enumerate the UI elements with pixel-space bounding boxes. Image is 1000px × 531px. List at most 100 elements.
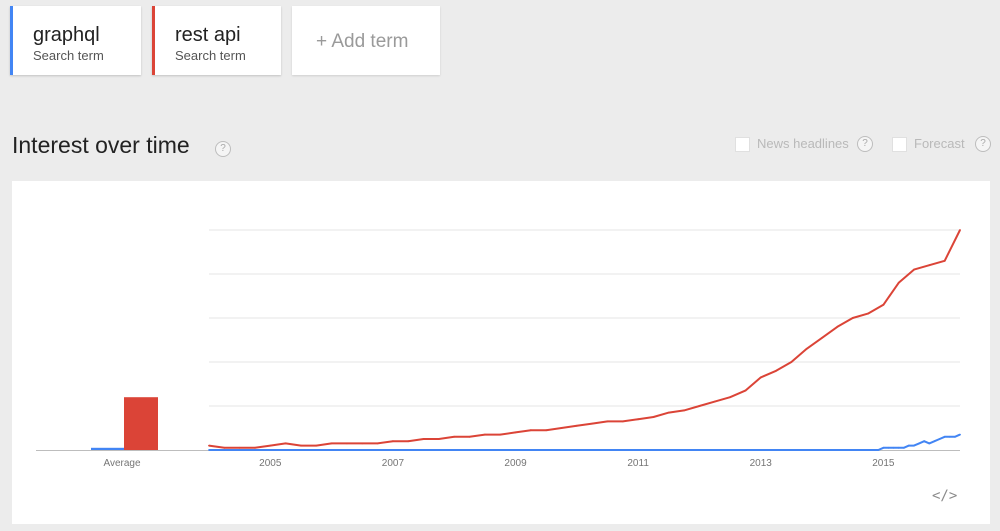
data-point-rest-api xyxy=(821,336,823,339)
x-tick-label: 2007 xyxy=(382,458,405,469)
data-point-rest-api xyxy=(805,347,808,350)
data-point-graphql xyxy=(877,449,880,451)
forecast-help-icon[interactable]: ? xyxy=(975,136,991,152)
data-point-rest-api xyxy=(422,438,425,440)
data-point-graphql xyxy=(892,446,895,449)
data-point-rest-api xyxy=(836,325,839,328)
x-tick-label: 2013 xyxy=(750,458,773,469)
data-point-rest-api xyxy=(376,442,379,445)
data-point-rest-api xyxy=(208,444,210,447)
term-color-bar xyxy=(10,6,13,75)
data-point-rest-api xyxy=(775,369,777,372)
data-point-rest-api xyxy=(928,264,931,267)
series-line-graphql xyxy=(209,433,961,451)
data-point-graphql xyxy=(933,440,936,443)
data-point-rest-api xyxy=(667,411,670,414)
data-point-graphql xyxy=(943,435,946,438)
data-point-rest-api xyxy=(529,429,532,432)
data-point-rest-api xyxy=(959,229,961,231)
data-point-rest-api xyxy=(254,446,256,449)
data-point-rest-api xyxy=(851,317,854,319)
data-point-rest-api xyxy=(621,420,624,423)
data-point-graphql xyxy=(208,449,210,451)
data-point-graphql xyxy=(953,435,956,438)
term-card-rest-api[interactable]: rest api Search term xyxy=(152,6,281,75)
term-color-bar xyxy=(152,6,155,75)
forecast-checkbox[interactable] xyxy=(892,137,907,152)
data-point-rest-api xyxy=(300,444,302,447)
series-line-rest-api xyxy=(208,229,961,449)
data-point-rest-api xyxy=(560,427,563,429)
data-point-graphql xyxy=(928,442,931,445)
data-point-rest-api xyxy=(468,435,471,438)
section-title: Interest over time xyxy=(12,132,190,158)
data-point-rest-api xyxy=(407,440,410,443)
help-icon[interactable]: ? xyxy=(215,141,231,157)
data-point-rest-api xyxy=(867,312,869,315)
news-headlines-checkbox[interactable] xyxy=(735,137,750,152)
data-point-rest-api xyxy=(683,409,686,412)
x-tick-label: 2011 xyxy=(627,458,649,469)
term-subtitle: Search term xyxy=(175,48,246,63)
add-term-label: + Add term xyxy=(316,31,409,52)
data-point-rest-api xyxy=(882,303,885,306)
data-point-rest-api xyxy=(913,268,915,271)
data-point-rest-api xyxy=(575,424,578,427)
data-point-graphql xyxy=(908,444,910,447)
data-point-rest-api xyxy=(713,400,716,403)
data-point-graphql xyxy=(882,446,885,449)
data-point-rest-api xyxy=(698,405,701,407)
data-point-graphql xyxy=(948,435,951,438)
data-point-rest-api xyxy=(897,281,900,284)
data-point-rest-api xyxy=(453,435,456,438)
data-point-graphql xyxy=(902,446,905,449)
data-point-rest-api xyxy=(437,438,440,440)
term-name: graphql xyxy=(33,24,100,46)
embed-code-icon[interactable]: </> xyxy=(932,488,958,504)
data-point-graphql xyxy=(959,433,961,436)
average-bar-rest-api xyxy=(124,397,158,450)
data-point-graphql xyxy=(918,442,921,445)
average-bar-graphql xyxy=(91,447,125,450)
news-headlines-help-icon[interactable]: ? xyxy=(857,136,873,152)
data-point-rest-api xyxy=(790,361,793,363)
data-point-graphql xyxy=(887,446,890,449)
term-name: rest api xyxy=(175,24,241,46)
data-point-rest-api xyxy=(759,376,762,379)
data-point-rest-api xyxy=(606,420,609,423)
data-point-graphql xyxy=(913,444,915,447)
data-point-rest-api xyxy=(499,433,502,436)
x-tick-label: 2015 xyxy=(872,458,895,469)
data-point-rest-api xyxy=(315,444,318,447)
data-point-rest-api xyxy=(269,444,272,447)
data-point-rest-api xyxy=(483,433,486,436)
data-point-rest-api xyxy=(238,446,241,449)
data-point-rest-api xyxy=(346,442,348,445)
term-subtitle: Search term xyxy=(33,48,104,63)
data-point-rest-api xyxy=(744,389,747,392)
data-point-graphql xyxy=(938,438,941,440)
data-point-rest-api xyxy=(545,429,548,432)
chart-panel: Average 2005 2007 2009 2011 2013 2015 xyxy=(12,181,990,524)
data-point-rest-api xyxy=(591,422,594,425)
data-point-rest-api xyxy=(392,440,394,443)
forecast-label: Forecast xyxy=(914,136,965,151)
add-term-button[interactable]: + Add term xyxy=(292,6,440,75)
data-point-rest-api xyxy=(223,446,226,449)
data-point-rest-api xyxy=(637,418,640,421)
data-point-graphql xyxy=(923,440,926,443)
news-headlines-label: News headlines xyxy=(757,136,849,151)
x-tick-label: 2009 xyxy=(504,458,527,469)
data-point-rest-api xyxy=(652,416,655,418)
interest-over-time-chart: Average 2005 2007 2009 2011 2013 2015 xyxy=(36,229,961,469)
data-point-rest-api xyxy=(284,442,287,445)
data-point-rest-api xyxy=(361,442,364,445)
data-point-rest-api xyxy=(514,431,517,434)
data-point-rest-api xyxy=(729,396,732,399)
data-point-rest-api xyxy=(330,442,333,445)
data-point-graphql xyxy=(897,446,900,449)
average-label: Average xyxy=(103,458,141,469)
term-card-graphql[interactable]: graphql Search term xyxy=(10,6,141,75)
x-tick-label: 2005 xyxy=(259,458,282,469)
data-point-rest-api xyxy=(943,259,946,262)
